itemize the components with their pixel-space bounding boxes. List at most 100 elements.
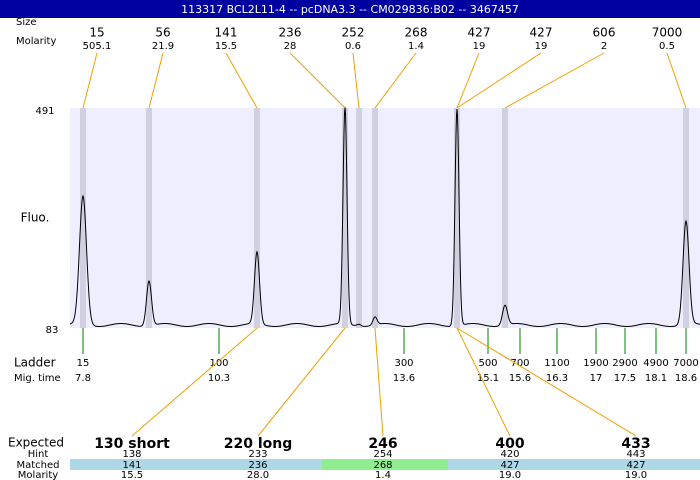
peak-connector [225,52,258,109]
matched-cell [196,459,322,470]
ladder-size: 2900 [612,358,637,369]
peak-band [80,108,86,328]
molarity-value: 19.0 [625,470,647,480]
peak-molarity: 0.6 [345,41,361,52]
hint-value: 443 [626,449,645,460]
ladder-time: 15.1 [477,373,499,384]
ladder-time: 15.6 [509,373,531,384]
peak-molarity: 1.4 [408,41,424,52]
ladder-time: 10.3 [208,373,230,384]
matched-cell [70,459,196,470]
expected-connector [131,327,258,437]
expected-name: 246 [368,436,397,452]
peak-band [342,108,348,328]
peak-molarity: 505.1 [83,41,112,52]
matched-cell [448,459,574,470]
ladder-time: 17 [590,373,603,384]
ladder-time: 18.6 [675,373,697,384]
peak-connector [504,52,605,109]
expected-name: 220 long [224,436,293,452]
ladder-size: 100 [209,358,228,369]
matched-label: Matched [16,460,59,471]
peak-size: 427 [468,26,491,40]
ladder-size: 1100 [544,358,569,369]
peak-size: 7000 [652,26,683,40]
molarity-value: 15.5 [121,470,143,480]
ladder-size: 4900 [643,358,668,369]
header-title: 113317 BCL2L11-4 -- pcDNA3.3 -- CM029836… [181,3,519,16]
peak-molarity: 21.9 [152,41,174,52]
ladder-size: 7000 [673,358,698,369]
peak-connector [456,52,542,109]
hint-value: 254 [373,449,392,460]
trace [69,106,700,327]
axis-bottom: 83 [46,325,59,336]
peak-band [683,108,689,328]
axis-label: Fluo. [21,211,50,225]
hint-label: Hint [28,449,49,460]
peak-molarity: 19 [473,41,486,52]
ladder-size: 15 [77,358,90,369]
matched-value: 141 [122,460,141,471]
expected-name: 130 short [94,436,170,452]
hint-value: 420 [500,449,519,460]
plot-area [70,108,700,328]
expected-label: Expected [8,436,64,450]
matched-value: 268 [373,460,392,471]
peak-band [372,108,378,328]
ladder-time: 17.5 [614,373,636,384]
hint-value: 233 [248,449,267,460]
peak-molarity: 28 [284,41,297,52]
peak-connector [374,52,417,109]
peak-molarity: 19 [535,41,548,52]
peak-connector [352,52,360,109]
peak-size: 236 [279,26,302,40]
mig-time-label: Mig. time [14,373,61,384]
expected-name: 433 [621,436,650,452]
expected-name: 400 [495,436,524,452]
peak-connector [456,52,480,109]
ladder-size: 700 [510,358,529,369]
peak-band [254,108,260,328]
peak-band [502,108,508,328]
matched-cell [574,459,700,470]
molarity-value: 1.4 [375,470,391,480]
axis-top: 491 [35,106,54,117]
hint-value: 138 [122,449,141,460]
peak-size: 141 [215,26,238,40]
ladder-size: 1900 [583,358,608,369]
peak-size: 268 [405,26,428,40]
ladder-time: 13.6 [393,373,415,384]
expected-connector [374,327,384,437]
matched-cell [322,459,448,470]
peak-connector [666,52,687,109]
ladder-time: 7.8 [75,373,91,384]
matched-value: 427 [626,460,645,471]
molarity-label: Molarity [16,36,56,47]
peak-connector [148,52,164,109]
peak-size: 56 [155,26,170,40]
matched-value: 236 [248,460,267,471]
matched-value: 427 [500,460,519,471]
expected-connector [456,327,511,437]
ladder-size: 300 [394,358,413,369]
peak-molarity: 2 [601,41,607,52]
ladder-time: 18.1 [645,373,667,384]
peak-band [146,108,152,328]
ladder-time: 16.3 [546,373,568,384]
expected-connector [456,327,637,437]
peak-connector [82,52,98,109]
ladder-label: Ladder [14,356,56,370]
peak-size: 606 [593,26,616,40]
peak-size: 15 [89,26,104,40]
peak-connector [289,52,346,109]
molarity-value: 28.0 [247,470,269,480]
peak-band [356,108,362,328]
peak-molarity: 0.5 [659,41,675,52]
peak-size: 252 [342,26,365,40]
row-molarity-label: Molarity [18,470,58,480]
molarity-value: 19.0 [499,470,521,480]
ladder-size: 500 [478,358,497,369]
peak-molarity: 15.5 [215,41,237,52]
